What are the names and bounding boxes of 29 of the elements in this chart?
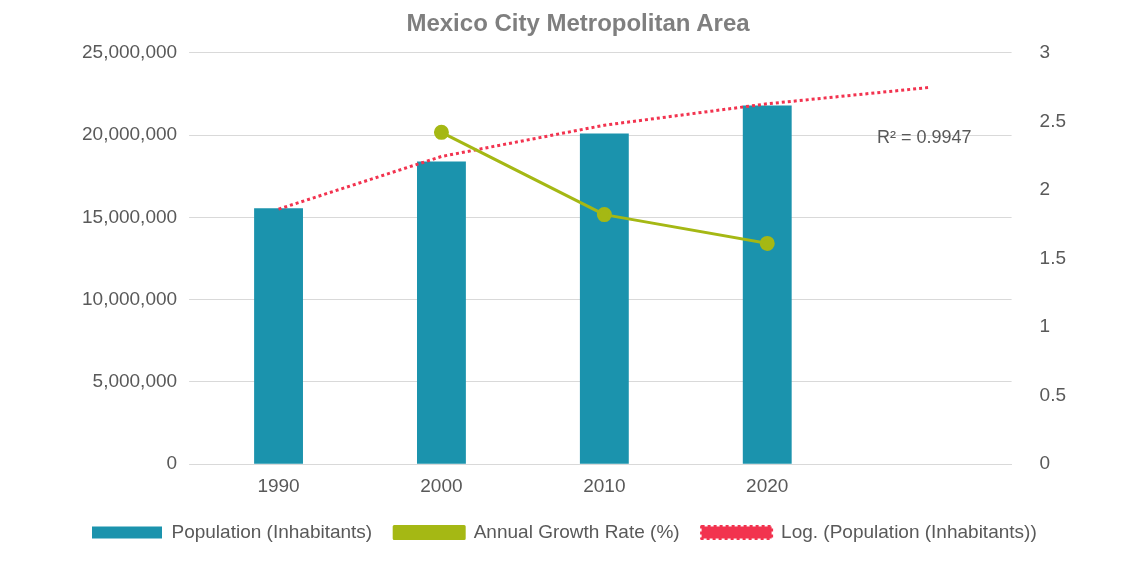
y2-tick-label: 1.5 [1039,246,1067,268]
y2-tick-label: 2.5 [1039,109,1067,131]
x-tick-label: 2000 [420,474,463,496]
y-tick-label: 0 [166,452,178,474]
x-tick-label: 1990 [257,474,300,496]
y2-tick-label: 1 [1039,315,1051,337]
x-tick-label: 2010 [583,474,626,496]
y2-tick-label: 0 [1039,452,1051,474]
bar [579,133,629,464]
legend-label: Annual Growth Rate (%) [473,520,680,542]
chart-title: Mexico City Metropolitan Area [406,9,751,37]
legend-label: Log. (Population (Inhabitants)) [781,520,1037,542]
bar [742,105,792,464]
y2-tick-label: 2 [1039,178,1051,200]
legend-label: Population (Inhabitants) [171,520,373,542]
y-tick-label: 5,000,000 [92,370,178,392]
bar [254,208,303,464]
y2-tick-label: 0.5 [1039,383,1067,405]
bar [417,161,466,464]
annotation: R² = 0.9947 [877,126,972,147]
y2-tick-label: 3 [1039,41,1051,63]
y-tick-label: 15,000,000 [82,205,178,227]
x-tick-label: 2020 [746,474,789,496]
y-tick-label: 10,000,000 [82,287,178,309]
y-tick-label: 25,000,000 [82,41,178,63]
y-tick-label: 20,000,000 [82,123,178,145]
point [596,207,612,223]
point [759,235,775,251]
point [433,124,449,140]
